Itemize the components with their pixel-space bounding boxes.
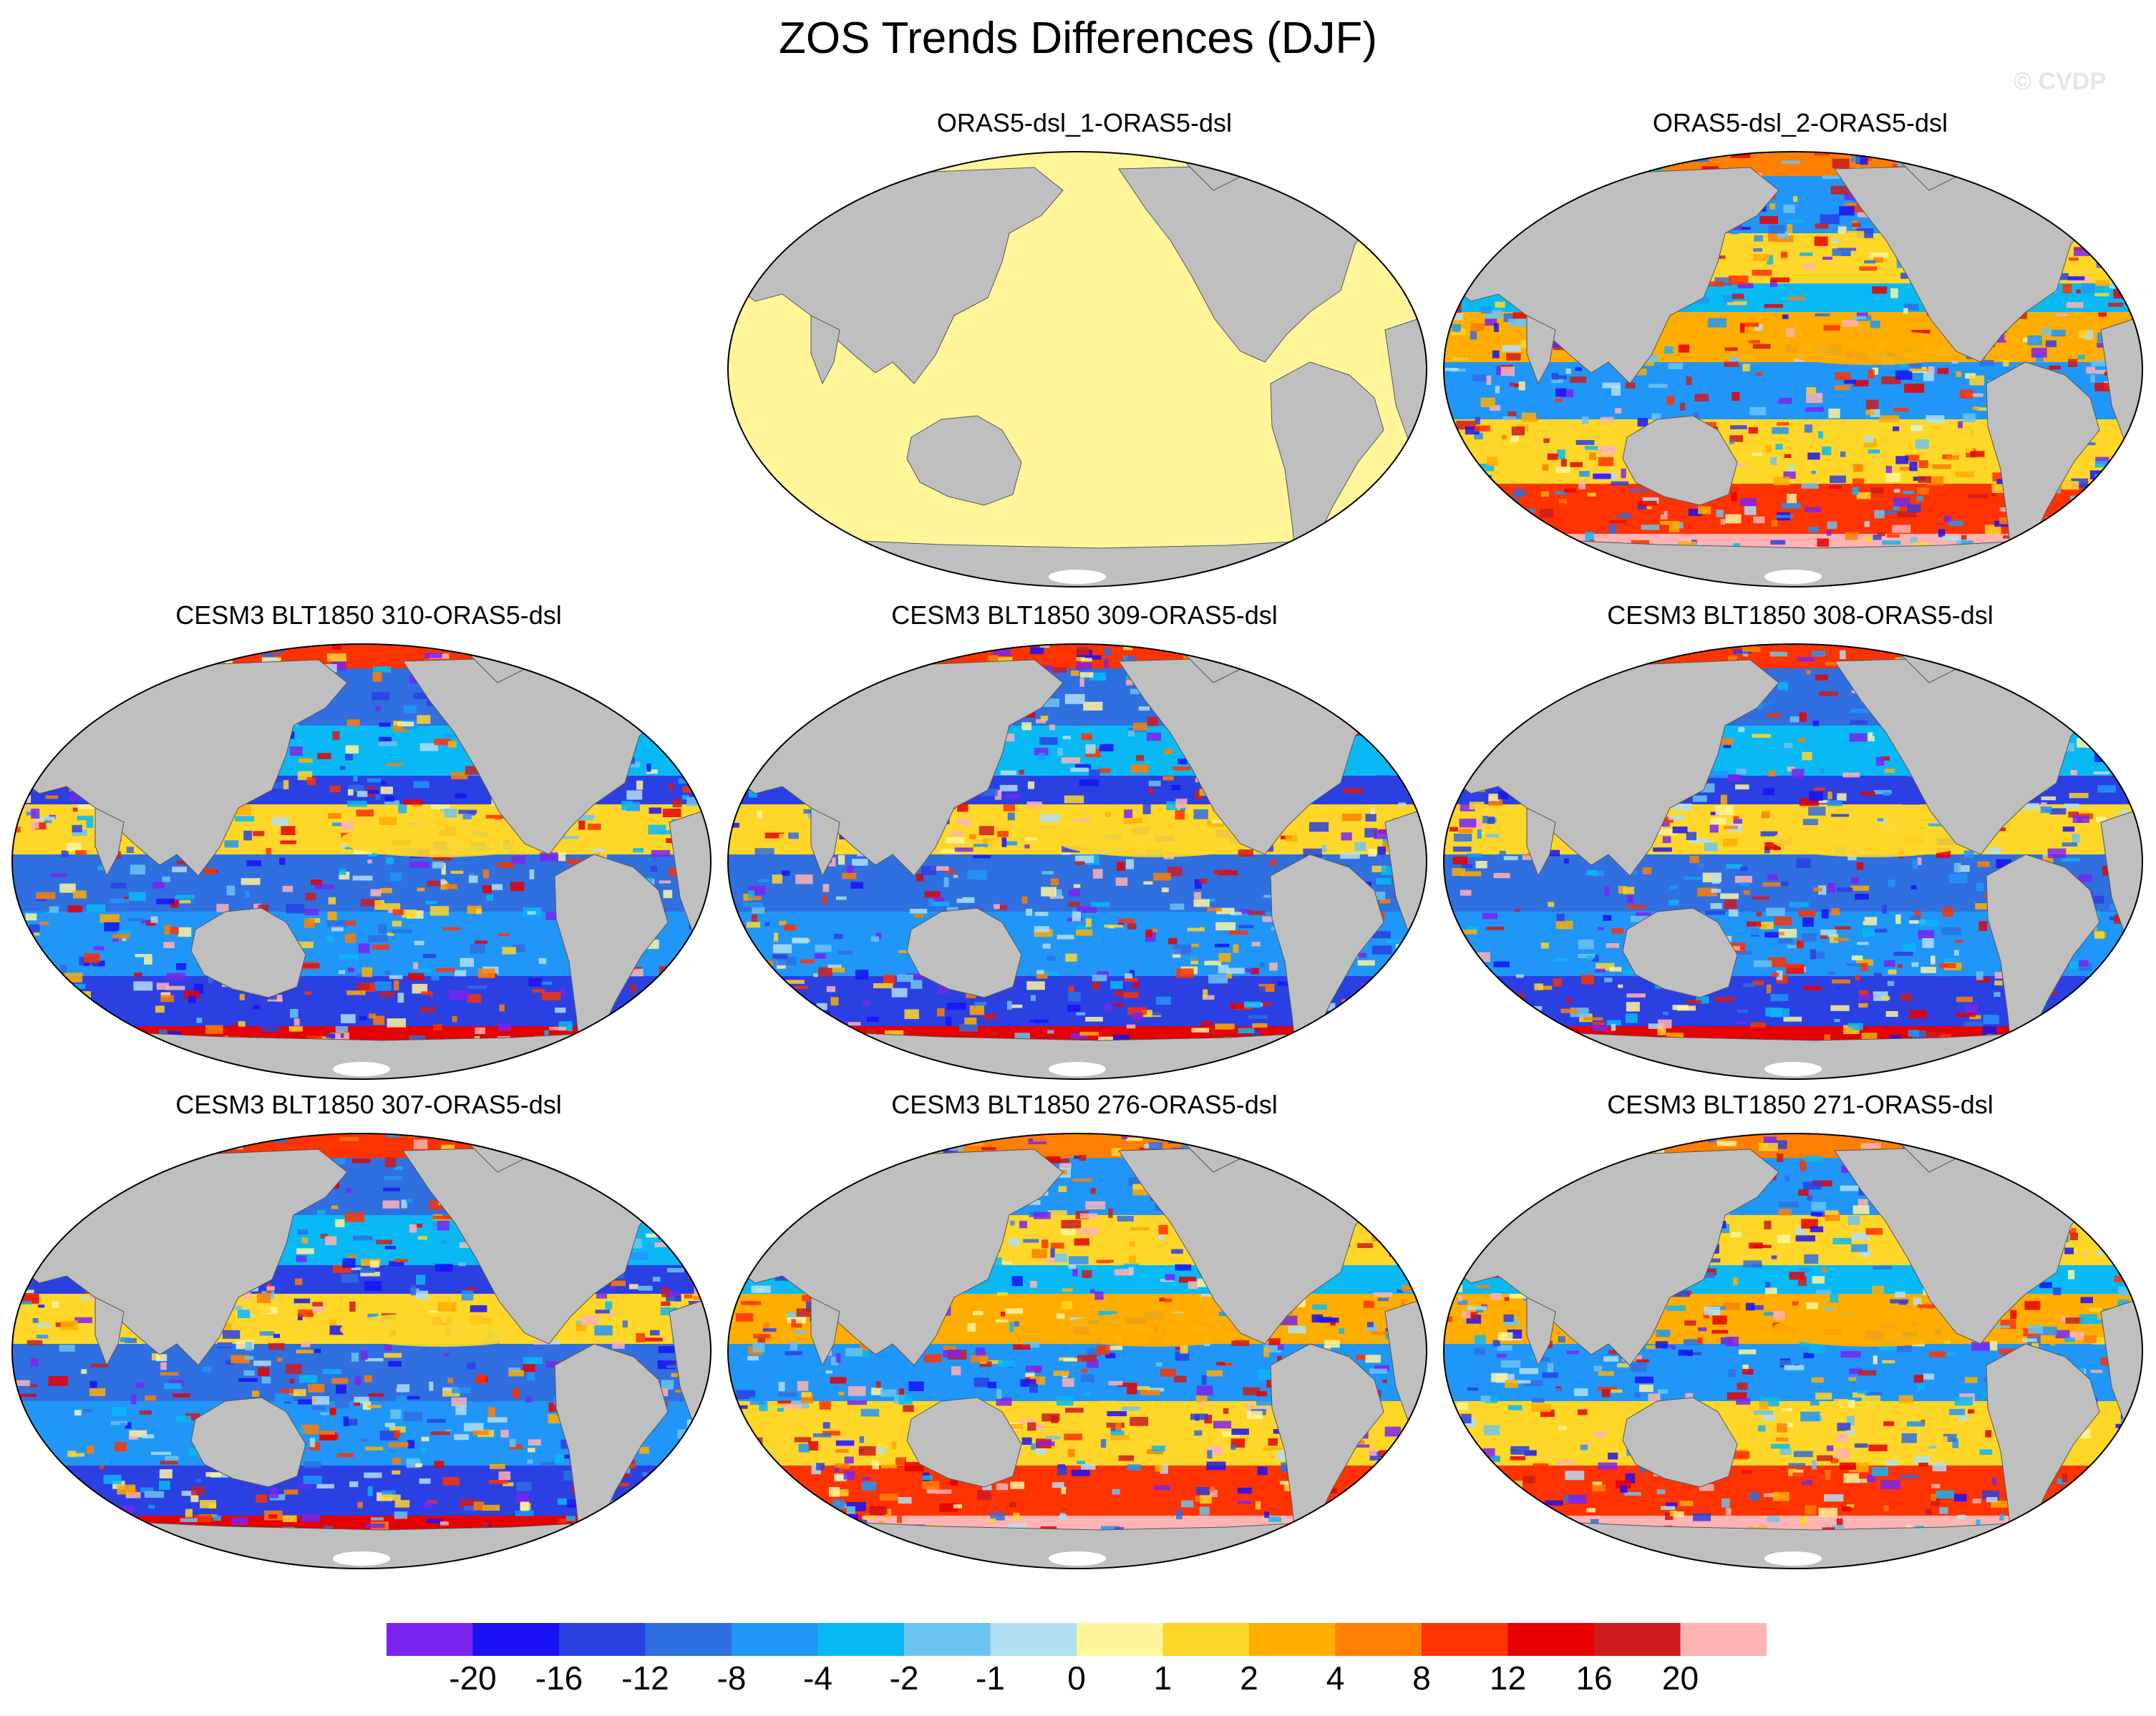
- colorbar-swatch: [1422, 1623, 1508, 1656]
- panel-title: CESM3 BLT1850 308-ORAS5-dsl: [1607, 600, 1994, 630]
- colorbar-swatch: [645, 1623, 732, 1656]
- colorbar-swatch: [1680, 1623, 1767, 1656]
- colorbar-tick-label: 2: [1240, 1659, 1258, 1697]
- map-panel: ORAS5-dsl_1-ORAS5-dsl: [727, 107, 1442, 601]
- colorbar-tick-label: -16: [535, 1659, 583, 1697]
- panel-title: CESM3 BLT1850 307-ORAS5-dsl: [175, 1090, 562, 1119]
- panel-title: CESM3 BLT1850 271-ORAS5-dsl: [1607, 1090, 1994, 1119]
- colorbar-swatch: [472, 1623, 559, 1656]
- colorbar-swatch: [1594, 1623, 1681, 1656]
- panel-title: CESM3 BLT1850 276-ORAS5-dsl: [891, 1090, 1278, 1119]
- colorbar-tick-label: 16: [1575, 1659, 1613, 1697]
- colorbar-tick-label: 4: [1326, 1659, 1345, 1697]
- map-panel: CESM3 BLT1850 307-ORAS5-dsl: [11, 1089, 727, 1583]
- colorbar-tick-label: -2: [889, 1659, 919, 1697]
- colorbar-swatch: [559, 1623, 646, 1656]
- map-panel: CESM3 BLT1850 310-ORAS5-dsl: [11, 600, 727, 1093]
- panel-title: ORAS5-dsl_1-ORAS5-dsl: [936, 108, 1233, 137]
- colorbar-swatch: [387, 1623, 473, 1656]
- panel-title: ORAS5-dsl_2-ORAS5-dsl: [1652, 108, 1948, 137]
- colorbar-swatch: [817, 1623, 904, 1656]
- map-panel: CESM3 BLT1850 308-ORAS5-dsl: [1442, 600, 2156, 1093]
- watermark: © CVDP: [2014, 68, 2106, 95]
- colorbar-swatch: [1335, 1623, 1422, 1656]
- colorbar-swatch: [732, 1623, 818, 1656]
- colorbar-tick-label: 12: [1489, 1659, 1527, 1697]
- colorbar-tick-label: 0: [1067, 1659, 1086, 1697]
- colorbar-tick-label: -4: [803, 1659, 832, 1697]
- colorbar-swatch: [1249, 1623, 1336, 1656]
- colorbar-tick-label: -8: [717, 1659, 747, 1697]
- colorbar-tick-label: 8: [1412, 1659, 1431, 1697]
- colorbar-swatch: [904, 1623, 991, 1656]
- map-panel: CESM3 BLT1850 309-ORAS5-dsl: [727, 600, 1442, 1093]
- colorbar-tick-label: -12: [621, 1659, 669, 1697]
- colorbar-swatch: [1077, 1623, 1163, 1656]
- map-panel: CESM3 BLT1850 271-ORAS5-dsl: [1442, 1089, 2156, 1583]
- map-panel: ORAS5-dsl_2-ORAS5-dsl: [1442, 107, 2156, 601]
- figure-title: ZOS Trends Differences (DJF): [778, 14, 1378, 63]
- panel-title: CESM3 BLT1850 309-ORAS5-dsl: [891, 600, 1278, 630]
- colorbar-swatch: [990, 1623, 1077, 1656]
- map-panel: CESM3 BLT1850 276-ORAS5-dsl: [727, 1089, 1442, 1583]
- colorbar-swatch: [1507, 1623, 1594, 1656]
- colorbar-swatch: [1162, 1623, 1249, 1656]
- colorbar-tick-label: -1: [976, 1659, 1005, 1697]
- colorbar-tick-label: -20: [449, 1659, 497, 1697]
- colorbar-tick-label: 20: [1661, 1659, 1699, 1697]
- colorbar-tick-label: 1: [1153, 1659, 1172, 1697]
- panel-title: CESM3 BLT1850 310-ORAS5-dsl: [175, 600, 562, 630]
